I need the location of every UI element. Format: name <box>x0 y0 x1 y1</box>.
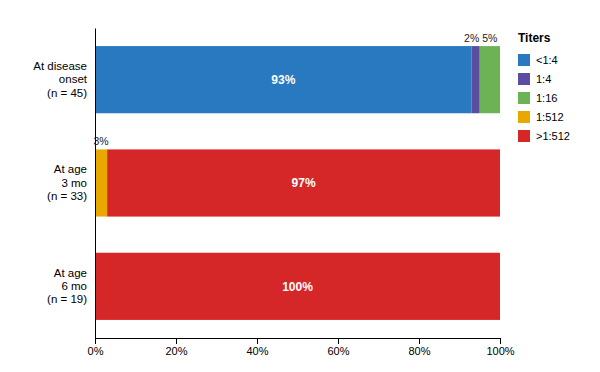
tick-label: 100% <box>486 345 514 357</box>
bar <box>472 46 480 113</box>
tick: At age6 mo(n = 19) <box>47 267 87 305</box>
data-label: 93% <box>271 73 295 87</box>
legend-swatch <box>518 54 530 66</box>
bar-series <box>95 46 472 113</box>
legend-title: Titers <box>518 31 551 45</box>
tick-label: 60% <box>327 345 349 357</box>
tick-label: At age6 mo(n = 19) <box>47 267 87 305</box>
tick: At age 3 mo(n = 33) <box>47 163 87 201</box>
tick: 40% <box>246 338 268 357</box>
legend-item: >1:512 <box>518 130 570 142</box>
legend-swatch <box>518 73 530 85</box>
tick-label-line: (n = 33) <box>47 190 87 202</box>
tick-label: 80% <box>408 345 430 357</box>
bar <box>480 46 500 113</box>
chart: 0%20%40%60%80%100%At age6 mo(n = 19)At a… <box>0 0 600 372</box>
data-label: 2% <box>464 32 479 44</box>
tick-label: 20% <box>165 345 187 357</box>
bar-series <box>95 149 107 216</box>
bar <box>95 149 107 216</box>
tick: 80% <box>408 338 430 357</box>
axis-line <box>95 29 96 339</box>
tick-mark <box>176 338 177 344</box>
bar-series <box>472 46 480 113</box>
legend-item: <1:4 <box>518 54 558 66</box>
tick: 60% <box>327 338 349 357</box>
data-label: 97% <box>292 176 316 190</box>
bar-series <box>480 46 500 113</box>
tick-label-line: At disease <box>33 60 87 72</box>
y-axis: At age6 mo(n = 19)At age3 mo(n = 33)At d… <box>33 29 95 339</box>
tick-mark <box>500 338 501 344</box>
tick-label: At diseaseonset (n = 45) <box>33 60 87 98</box>
tick-label: 40% <box>246 345 268 357</box>
legend-swatch <box>518 130 530 142</box>
tick-label-line: At age <box>54 267 87 279</box>
tick-mark <box>95 338 96 344</box>
data-label: 5% <box>482 32 497 44</box>
tick-label-line: At age <box>54 163 87 175</box>
tick: 20% <box>165 338 187 357</box>
bar <box>500 46 501 113</box>
legend-label: 1:16 <box>536 92 557 104</box>
tick-mark <box>338 338 339 344</box>
legend: Titers <1:4 1:4 1:16 1:512 >1:512 <box>518 31 570 142</box>
data-label: 3% <box>93 135 108 147</box>
legend-label: 1:512 <box>536 111 564 123</box>
bars <box>95 46 500 320</box>
legend-item: 1:4 <box>518 73 551 85</box>
legend-item: 1:16 <box>518 92 557 104</box>
tick-label-line: 6 mo <box>61 280 87 292</box>
bar <box>500 46 501 113</box>
legend-label: 1:4 <box>536 73 551 85</box>
bar-series <box>95 149 500 319</box>
tick-mark <box>419 338 420 344</box>
axis-line <box>96 339 501 345</box>
tick: At diseaseonset (n = 45) <box>33 60 87 98</box>
tick-label: 0% <box>88 345 104 357</box>
legend-label: >1:512 <box>536 130 570 142</box>
legend-item: 1:512 <box>518 111 564 123</box>
x-axis: 0% 20% 40% 60% 80% 100% <box>88 338 515 357</box>
tick: 0% <box>88 338 104 357</box>
data-labels: 93% 2%5% 3% 100% 97% <box>93 32 497 293</box>
data-label: 100% <box>282 280 313 294</box>
tick-label-line: onset <box>59 73 88 85</box>
legend-swatch <box>518 111 530 123</box>
tick-label-line: (n = 45) <box>47 87 87 99</box>
bar <box>107 149 500 216</box>
tick-label: At age 3 mo(n = 33) <box>47 163 87 201</box>
tick-label-line: 3 mo <box>61 177 87 189</box>
tick: 100% <box>486 338 514 357</box>
bar <box>95 253 500 320</box>
bar <box>95 46 472 113</box>
tick-mark <box>257 338 258 344</box>
legend-label: <1:4 <box>536 54 558 66</box>
legend-swatch <box>518 92 530 104</box>
tick-label-line: (n = 19) <box>47 293 87 305</box>
